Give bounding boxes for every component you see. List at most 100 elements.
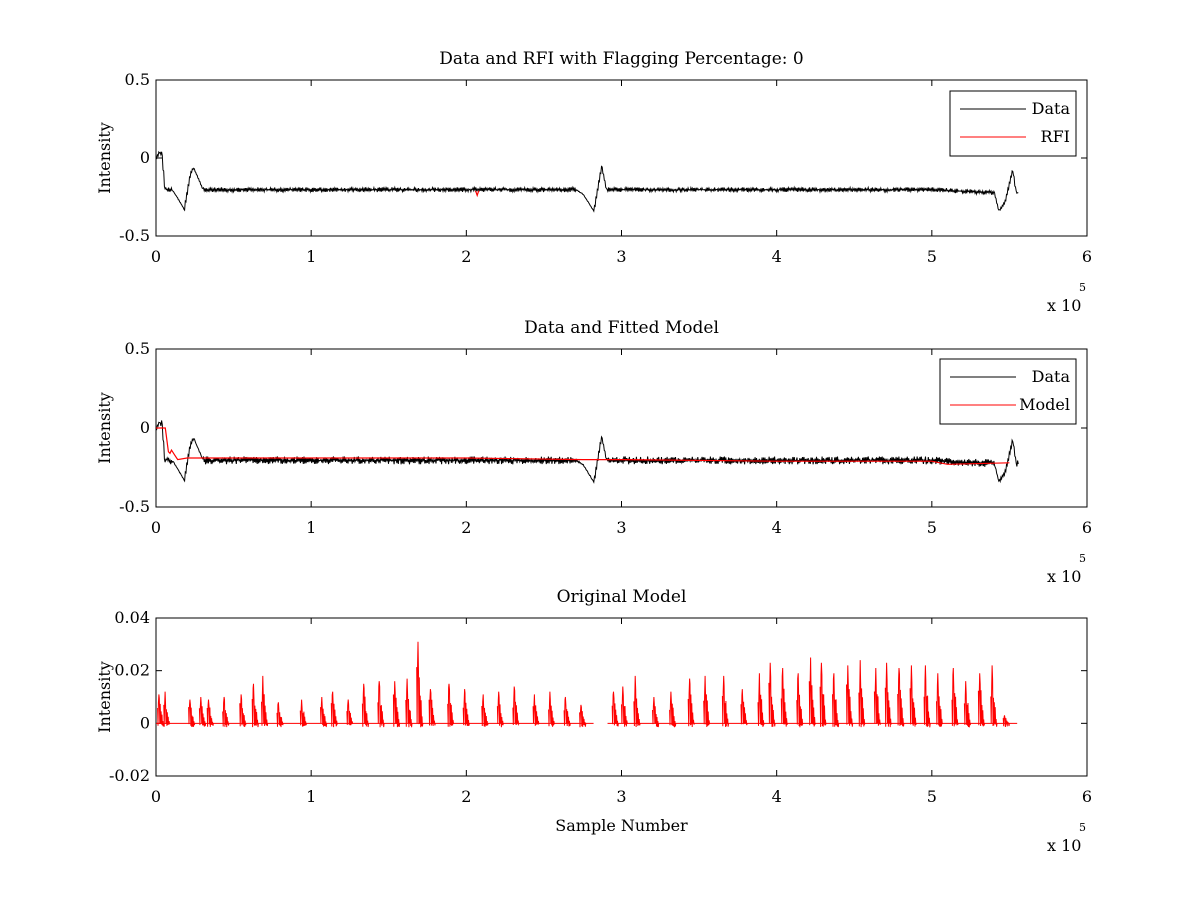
model-peak <box>563 696 571 727</box>
model-peak <box>796 673 804 728</box>
model-peak <box>990 665 998 727</box>
x-tick-label: 6 <box>1082 518 1092 537</box>
chart-title: Original Model <box>557 587 687 607</box>
legend-label: Data <box>1032 367 1071 386</box>
panel-2: Data and Fitted Model Intensity 0 1 2 3 4 5 6 -0.… <box>95 318 1092 586</box>
legend-box <box>939 358 1077 425</box>
model-peak <box>936 673 944 727</box>
y-tick-label: 0.02 <box>114 661 150 680</box>
y-tick-label: 0.5 <box>125 339 150 358</box>
legend-label: RFI <box>1041 127 1070 146</box>
model-peak <box>721 675 730 727</box>
y-axis-label: Intensity <box>95 661 114 733</box>
y-axis-label: Intensity <box>95 392 114 464</box>
y-tick-label: -0.02 <box>109 766 150 785</box>
model-peak <box>669 691 677 728</box>
x-multiplier-exponent: 5 <box>1079 821 1086 834</box>
model-peak <box>462 689 470 727</box>
model-peak <box>361 683 370 728</box>
model-peak <box>611 691 619 727</box>
model-peak <box>819 662 827 727</box>
model-peak <box>512 686 520 727</box>
legend: Data Model <box>939 358 1077 425</box>
y-axis-label: Intensity <box>95 122 114 194</box>
y-tick-label: 0.04 <box>114 608 150 627</box>
model-peak <box>740 689 748 726</box>
y-tick-label: 0 <box>140 713 150 732</box>
x-multiplier-base: x 10 <box>1047 296 1081 315</box>
x-tick-label: 2 <box>461 247 471 266</box>
axes-box <box>155 617 1088 777</box>
x-tick-label: 2 <box>461 787 471 806</box>
model-peak <box>897 667 905 727</box>
model-peak <box>320 696 328 728</box>
model-peak <box>757 673 765 727</box>
model-peak <box>447 683 455 727</box>
line-rfi <box>475 190 480 198</box>
x-tick-label: 0 <box>151 787 161 806</box>
model-peak <box>951 667 959 727</box>
model-peak <box>579 704 587 728</box>
chart-title: Data and RFI with Flagging Percentage: 0 <box>439 49 803 69</box>
y-tick-label: -0.5 <box>119 497 150 516</box>
x-axis-label: Sample Number <box>555 816 688 835</box>
model-peak <box>808 657 816 727</box>
model-peak <box>163 691 171 727</box>
model-peak <box>963 681 972 728</box>
x-tick-label: 3 <box>616 787 626 806</box>
y-tick-label: 0 <box>140 418 150 437</box>
model-peak <box>276 702 284 728</box>
series-model <box>156 427 1010 465</box>
chart-title: Data and Fitted Model <box>524 318 719 338</box>
model-peak <box>703 675 711 728</box>
y-tick-label: 0.5 <box>125 70 150 89</box>
x-tick-label: 5 <box>927 518 937 537</box>
model-peak <box>977 673 986 727</box>
x-tick-label: 3 <box>616 247 626 266</box>
x-multiplier-base: x 10 <box>1047 836 1081 855</box>
x-tick-label: 4 <box>772 518 782 537</box>
line-model <box>156 427 1010 465</box>
model-peak <box>330 691 338 728</box>
model-peak <box>377 681 385 728</box>
model-peak <box>846 665 854 727</box>
x-tick-label: 2 <box>461 518 471 537</box>
y-tick-label: -0.5 <box>119 226 150 245</box>
model-peak <box>687 678 695 728</box>
x-tick-label: 6 <box>1082 247 1092 266</box>
panel-1: Data and RFI with Flagging Percentage: 0… <box>95 49 1092 315</box>
legend-label: Data <box>1032 99 1071 118</box>
model-peak <box>299 699 307 727</box>
x-tick-label: 1 <box>306 787 316 806</box>
model-peak <box>428 689 436 727</box>
x-tick-label: 4 <box>772 247 782 266</box>
model-peak <box>346 699 354 726</box>
model-peak <box>832 673 840 728</box>
x-tick-label: 0 <box>151 247 161 266</box>
model-peak <box>188 699 196 727</box>
model-peak <box>392 681 401 728</box>
series-original-model <box>156 641 1018 728</box>
model-peak <box>239 694 247 728</box>
model-peak <box>923 665 931 728</box>
y-tick-label: 0 <box>140 148 150 167</box>
model-peak <box>481 694 489 727</box>
model-peak <box>768 662 776 727</box>
x-tick-label: 1 <box>306 518 316 537</box>
x-tick-label: 0 <box>151 518 161 537</box>
data-line <box>156 150 1019 213</box>
series-data <box>156 150 1019 213</box>
data-line <box>156 420 1019 484</box>
legend: Data RFI <box>949 90 1077 157</box>
model-peak <box>909 665 917 727</box>
model-peak <box>652 696 660 728</box>
x-tick-label: 4 <box>772 787 782 806</box>
axes-box <box>155 79 1088 237</box>
model-peak <box>858 660 866 728</box>
model-peak <box>416 641 424 728</box>
model-peak <box>621 686 628 727</box>
legend-box <box>949 90 1077 157</box>
x-tick-label: 5 <box>927 787 937 806</box>
model-peak <box>884 662 892 728</box>
model-peak <box>157 694 165 727</box>
